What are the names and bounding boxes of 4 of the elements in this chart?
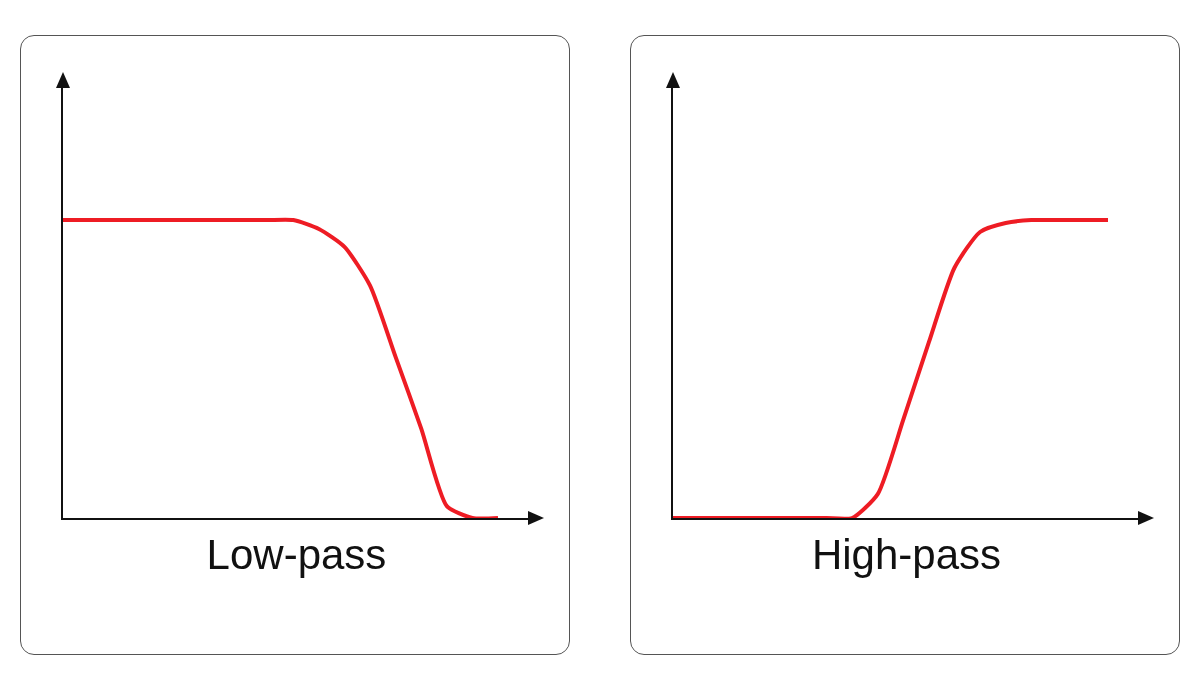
panel-frame: High-pass bbox=[630, 35, 1180, 655]
x-axis-title: High-pass bbox=[811, 530, 1002, 578]
panel-frame: Low-pass bbox=[20, 35, 570, 655]
x-axis-title: Low-pass bbox=[206, 530, 387, 578]
